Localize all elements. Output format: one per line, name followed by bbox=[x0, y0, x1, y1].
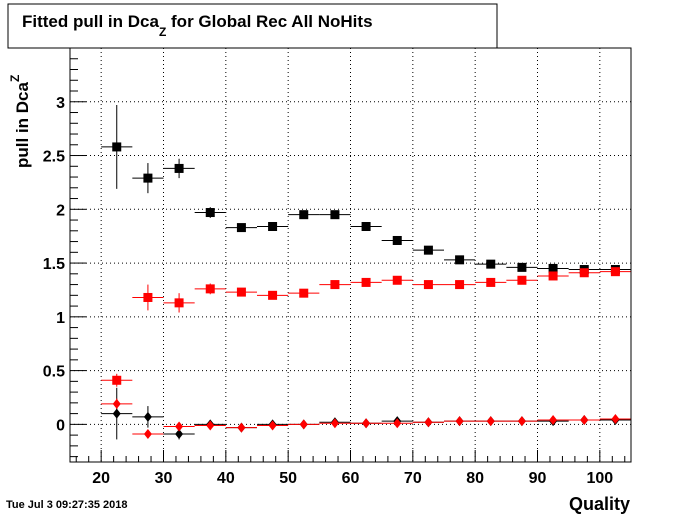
y-tick-label: 0.5 bbox=[43, 364, 65, 381]
data-point-square bbox=[361, 222, 371, 232]
data-markers bbox=[112, 142, 620, 440]
x-tick-label: 90 bbox=[529, 470, 547, 487]
data-point-square bbox=[268, 290, 278, 300]
data-point-diamond bbox=[424, 417, 433, 428]
x-axis-title: Quality bbox=[569, 494, 630, 514]
axes: 20 30 40 50 60 70 80 90 100 0 0.5 1 1.5 2 2.5 3 bbox=[43, 58, 626, 487]
data-point-diamond bbox=[330, 418, 339, 429]
data-point-square bbox=[174, 163, 184, 173]
data-point-square bbox=[205, 208, 215, 218]
y-tick-label: 0 bbox=[56, 417, 65, 434]
data-point-diamond bbox=[549, 415, 558, 426]
data-point-diamond bbox=[175, 429, 184, 440]
grid-lines bbox=[70, 48, 631, 462]
data-point-diamond bbox=[175, 421, 184, 432]
x-tick-label: 70 bbox=[404, 470, 422, 487]
x-tick-label: 100 bbox=[586, 470, 613, 487]
data-point-square bbox=[205, 284, 215, 294]
data-point-square bbox=[392, 235, 402, 245]
title-box bbox=[7, 3, 498, 49]
data-point-diamond bbox=[611, 413, 620, 424]
data-point-diamond bbox=[517, 416, 526, 427]
data-point-square bbox=[423, 280, 433, 290]
data-point-diamond bbox=[455, 416, 464, 427]
ylabel-sub: Z bbox=[8, 75, 22, 82]
data-point-square bbox=[299, 288, 309, 298]
data-point-square bbox=[236, 287, 246, 297]
y-tick-label: 2 bbox=[56, 202, 65, 219]
data-point-diamond bbox=[393, 418, 402, 429]
data-point-square bbox=[112, 142, 122, 152]
x-tick-label: 50 bbox=[279, 470, 297, 487]
data-point-diamond bbox=[206, 420, 215, 431]
x-tick-label: 80 bbox=[466, 470, 484, 487]
data-point-square bbox=[143, 173, 153, 183]
y-axis-title: pull in DcaZ bbox=[8, 75, 32, 168]
title-prefix: Fitted pull in Dca bbox=[22, 12, 159, 31]
data-point-square bbox=[455, 255, 465, 265]
data-point-diamond bbox=[143, 429, 152, 440]
data-point-square bbox=[548, 263, 558, 273]
data-point-square bbox=[392, 275, 402, 285]
data-point-square bbox=[517, 275, 527, 285]
data-point-square bbox=[330, 280, 340, 290]
data-point-square bbox=[143, 292, 153, 302]
data-point-diamond bbox=[112, 408, 121, 419]
y-tick-label: 3 bbox=[56, 95, 65, 112]
data-point-diamond bbox=[237, 422, 246, 433]
data-point-square bbox=[174, 298, 184, 308]
x-tick-label: 30 bbox=[155, 470, 173, 487]
x-tick-label: 40 bbox=[217, 470, 235, 487]
data-point-diamond bbox=[112, 398, 121, 409]
data-point-diamond bbox=[299, 419, 308, 430]
y-tick-label: 1.5 bbox=[43, 256, 65, 273]
data-point-square bbox=[486, 277, 496, 287]
data-point-square bbox=[455, 280, 465, 290]
data-point-square bbox=[579, 268, 589, 278]
y-tick-label: 1 bbox=[56, 310, 65, 327]
data-point-square bbox=[517, 262, 527, 272]
x-tick-label: 20 bbox=[92, 470, 110, 487]
x-tick-label: 60 bbox=[342, 470, 360, 487]
data-point-square bbox=[330, 210, 340, 220]
title-suffix: for Global Rec All NoHits bbox=[166, 12, 372, 31]
data-point-square bbox=[299, 210, 309, 220]
data-point-square bbox=[548, 271, 558, 281]
data-point-diamond bbox=[580, 415, 589, 426]
data-point-square bbox=[268, 222, 278, 232]
ylabel-main: pull in Dca bbox=[13, 82, 32, 169]
title-sub: Z bbox=[159, 25, 166, 39]
chart-title: Fitted pull in DcaZ for Global Rec All N… bbox=[22, 12, 373, 39]
data-point-square bbox=[486, 259, 496, 269]
y-tick-label: 2.5 bbox=[43, 149, 65, 166]
timestamp: Tue Jul 3 09:27:35 2018 bbox=[6, 499, 127, 511]
data-point-diamond bbox=[362, 418, 371, 429]
data-point-square bbox=[112, 375, 122, 385]
data-point-diamond bbox=[268, 420, 277, 431]
data-point-square bbox=[610, 267, 620, 277]
data-point-diamond bbox=[486, 416, 495, 427]
data-point-diamond bbox=[143, 411, 152, 422]
data-point-square bbox=[423, 245, 433, 255]
plot-frame bbox=[69, 47, 632, 463]
data-point-square bbox=[236, 223, 246, 233]
data-point-square bbox=[361, 277, 371, 287]
